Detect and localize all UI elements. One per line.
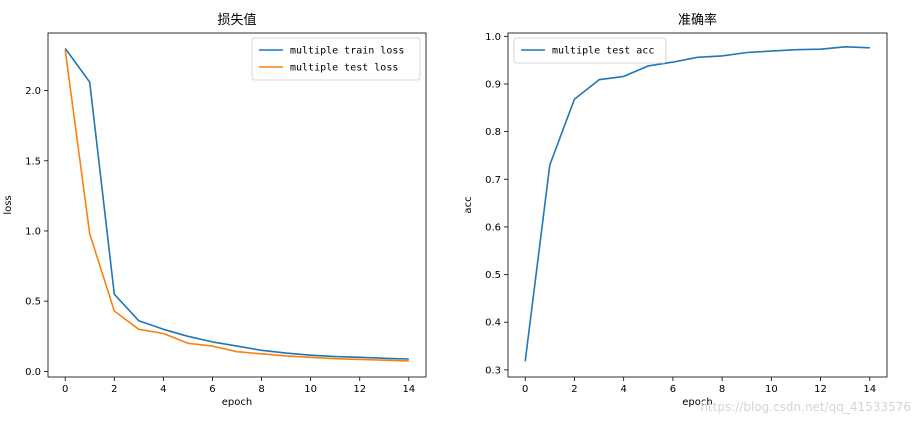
chart-title: 准确率 xyxy=(678,12,717,28)
legend: multiple test acc xyxy=(513,37,667,64)
y-tick-label: 0.0 xyxy=(25,367,41,378)
y-tick-label: 0.8 xyxy=(485,127,501,138)
legend-label-1: multiple train loss xyxy=(290,46,404,57)
x-tick-label: 12 xyxy=(353,384,366,395)
legend-label-1: multiple test acc xyxy=(552,46,654,57)
legend-label-2: multiple test loss xyxy=(290,63,398,74)
y-tick-label: 0.9 xyxy=(485,79,501,90)
y-tick-label: 0.6 xyxy=(485,222,501,233)
series-lines xyxy=(524,45,870,362)
x-tick-label: 12 xyxy=(814,384,827,395)
x-tick-label: 2 xyxy=(111,384,117,395)
plot-frame xyxy=(47,32,427,378)
watermark: https://blog.csdn.net/qq_41533576 xyxy=(700,400,911,414)
y-axis-label: acc xyxy=(463,196,474,213)
y-tick-label: 0.3 xyxy=(485,365,501,376)
x-tick-label: 6 xyxy=(670,384,676,395)
series-line-1 xyxy=(524,45,870,362)
x-tick-label: 10 xyxy=(304,384,317,395)
legend: multiple train loss multiple test loss xyxy=(251,37,421,81)
x-tick-label: 0 xyxy=(62,384,68,395)
x-tick-label: 2 xyxy=(571,384,577,395)
series-line-1 xyxy=(64,47,409,360)
y-axis-label: loss xyxy=(3,195,14,214)
x-tick-label: 8 xyxy=(258,384,264,395)
x-tick-label: 6 xyxy=(209,384,215,395)
x-axis-label: epoch xyxy=(682,397,712,408)
y-tick-label: 0.5 xyxy=(25,297,41,308)
x-tick-label: 4 xyxy=(160,384,166,395)
chart-panel-2: 0 2 4 6 8 10 12 14 0.3 0.4 0.5 0.6 0.7 0.8 0.9 1.0 准确率 ep… xyxy=(463,12,888,408)
y-tick-label: 2.0 xyxy=(25,86,41,97)
x-tick-label: 10 xyxy=(765,384,778,395)
chart-panel-1: 0 2 4 6 8 10 12 14 0.0 0.5 1.0 1.5 2.0 损失值 epoch loss mu… xyxy=(3,12,427,408)
x-tick-label: 0 xyxy=(522,384,528,395)
series-lines xyxy=(64,47,409,362)
y-tick-label: 1.0 xyxy=(485,32,501,43)
x-tick-label: 14 xyxy=(863,384,876,395)
x-tick-label: 4 xyxy=(620,384,626,395)
chart-title: 损失值 xyxy=(217,12,256,28)
series-line-2 xyxy=(64,49,409,362)
y-tick-label: 0.4 xyxy=(485,318,501,329)
plot-frame xyxy=(507,32,888,378)
y-tick-label: 1.0 xyxy=(25,226,41,237)
y-tick-label: 0.5 xyxy=(485,270,501,281)
y-tick-label: 0.7 xyxy=(485,175,501,186)
x-axis-label: epoch xyxy=(222,397,252,408)
x-tick-label: 8 xyxy=(719,384,725,395)
x-tick-label: 14 xyxy=(402,384,415,395)
y-tick-label: 1.5 xyxy=(25,156,41,167)
legend-box xyxy=(513,37,667,64)
legend-box xyxy=(251,37,421,81)
